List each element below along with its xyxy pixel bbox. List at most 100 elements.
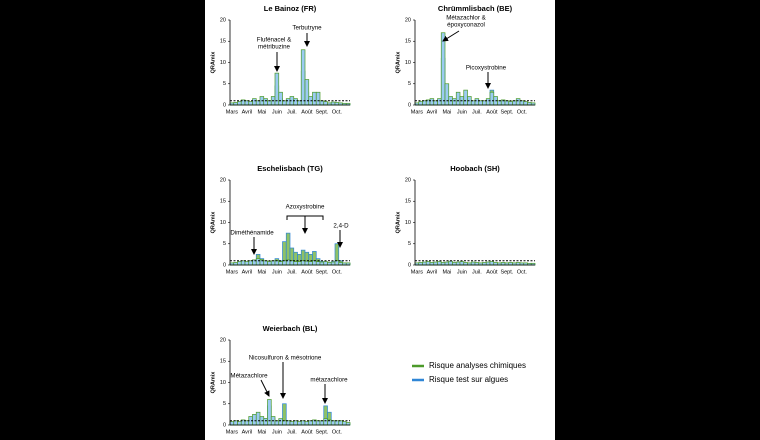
bar xyxy=(323,261,328,266)
y-tick-label: 10 xyxy=(220,380,226,386)
y-tick-label: 15 xyxy=(220,359,226,365)
bar xyxy=(418,101,423,106)
bar xyxy=(300,420,306,426)
x-tick-label: Août xyxy=(301,269,313,275)
y-tick-label: 10 xyxy=(405,220,411,226)
bar xyxy=(255,258,261,266)
bar xyxy=(470,261,476,266)
bar xyxy=(330,101,336,106)
bar xyxy=(489,261,495,266)
bar xyxy=(455,91,461,106)
chart-title: Eschelisbach (TG) xyxy=(257,164,323,173)
x-tick-label: Avril xyxy=(242,269,253,275)
y-tick-label: 5 xyxy=(408,241,411,247)
x-tick-label: Mai xyxy=(257,109,266,115)
x-tick-label: Sept. xyxy=(315,109,328,115)
bar xyxy=(297,100,302,106)
x-tick-label: Oct. xyxy=(517,109,528,115)
bar xyxy=(515,98,521,106)
x-tick-label: Mai xyxy=(257,269,266,275)
annotation: Métazachlor & xyxy=(446,15,486,22)
bar xyxy=(285,98,291,106)
y-tick-label: 15 xyxy=(220,39,226,45)
bar xyxy=(452,98,457,106)
y-tick-label: 5 xyxy=(408,81,411,87)
x-tick-label: Août xyxy=(486,109,498,115)
annotation: métribuzine xyxy=(258,44,291,51)
x-tick-label: Juil. xyxy=(472,109,482,115)
y-axis-label: QRAmix xyxy=(210,51,216,74)
bar xyxy=(504,100,510,106)
x-tick-label: Avril xyxy=(242,429,253,435)
bar xyxy=(422,261,427,266)
bar xyxy=(470,100,476,106)
x-tick-label: Sept. xyxy=(315,269,328,275)
bar xyxy=(323,418,328,426)
x-tick-label: Mars xyxy=(411,109,423,115)
bar xyxy=(437,98,442,106)
x-tick-label: Juil. xyxy=(287,109,297,115)
y-axis-label: QRAmix xyxy=(210,211,216,234)
y-tick-label: 10 xyxy=(220,60,226,66)
bar xyxy=(433,261,438,266)
annotation: 2,4-D xyxy=(333,223,349,230)
y-tick-label: 20 xyxy=(220,177,226,183)
bar xyxy=(463,89,468,106)
y-tick-label: 15 xyxy=(405,199,411,205)
bar xyxy=(315,91,321,106)
bar xyxy=(252,98,257,106)
bar xyxy=(248,260,253,266)
x-tick-label: Mai xyxy=(257,429,266,435)
bar xyxy=(278,418,283,426)
x-tick-label: Oct. xyxy=(332,269,343,275)
bar xyxy=(308,420,313,426)
y-tick-label: 0 xyxy=(408,102,411,108)
x-tick-label: Juil. xyxy=(287,269,297,275)
bar xyxy=(319,261,325,266)
x-tick-label: Sept. xyxy=(500,269,513,275)
x-tick-label: Juin xyxy=(272,109,282,115)
bar xyxy=(274,420,280,426)
bar xyxy=(330,261,336,266)
annotation-arrow xyxy=(260,379,270,397)
bar xyxy=(282,420,287,426)
bar xyxy=(255,100,261,106)
bar xyxy=(293,261,298,266)
bar xyxy=(248,101,253,106)
chart-title: Chrümmlisbach (BE) xyxy=(438,4,513,13)
bar xyxy=(485,98,491,106)
bar xyxy=(512,100,517,106)
bar xyxy=(240,260,246,266)
y-tick-label: 0 xyxy=(223,422,226,428)
bar xyxy=(474,98,480,106)
x-tick-label: Juin xyxy=(272,269,282,275)
x-tick-label: Juil. xyxy=(472,269,482,275)
bar xyxy=(244,100,250,106)
bar xyxy=(267,261,272,266)
x-tick-label: Mai xyxy=(442,109,451,115)
bar xyxy=(433,100,438,106)
bar xyxy=(497,100,502,106)
bar xyxy=(444,83,450,106)
bar xyxy=(422,100,427,106)
bar xyxy=(274,260,280,266)
bar xyxy=(312,91,317,106)
bar xyxy=(330,420,336,426)
bar xyxy=(297,421,302,426)
y-tick-label: 20 xyxy=(220,337,226,343)
y-tick-label: 0 xyxy=(223,102,226,108)
bar xyxy=(459,261,465,266)
bar xyxy=(229,421,235,426)
bar xyxy=(267,100,272,106)
bar xyxy=(429,98,435,106)
bar xyxy=(319,100,325,106)
bar xyxy=(237,421,242,426)
bar xyxy=(508,101,513,106)
bar xyxy=(282,260,287,266)
bar xyxy=(425,261,431,266)
y-axis-label: QRAmix xyxy=(210,371,216,394)
bar xyxy=(323,101,328,106)
bar xyxy=(448,260,453,266)
